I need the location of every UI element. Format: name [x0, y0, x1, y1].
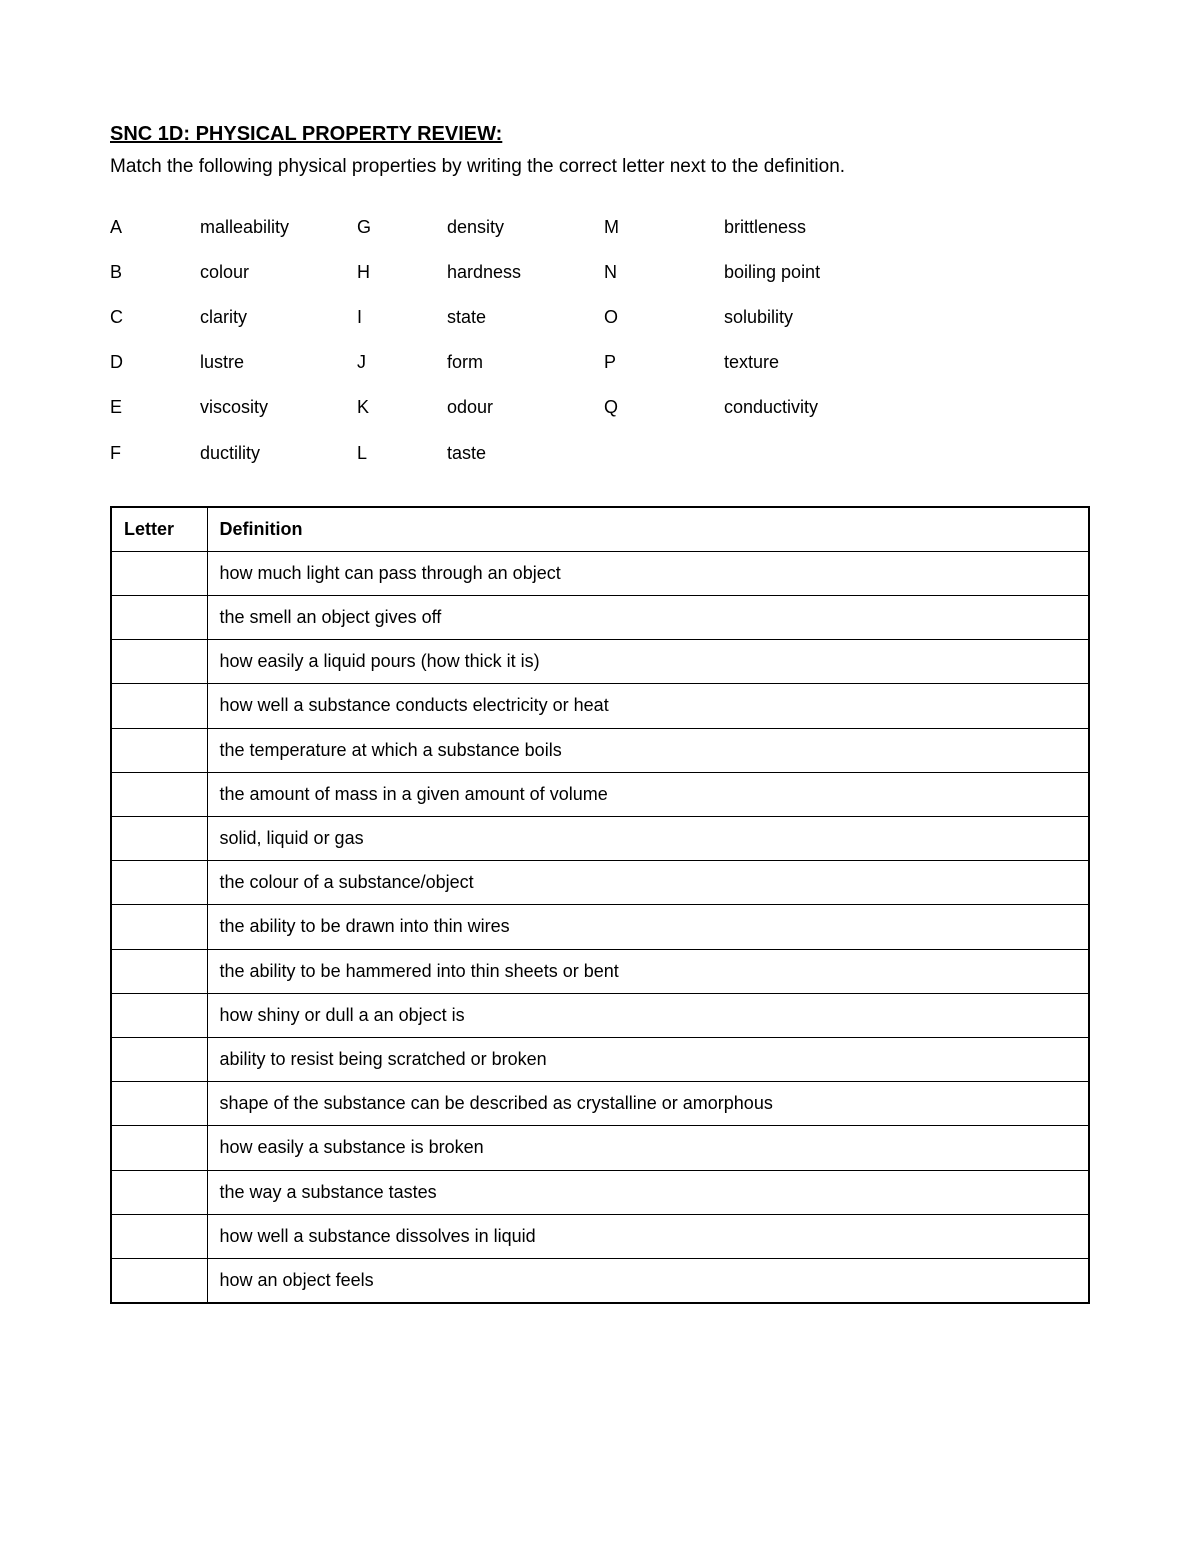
definition-cell: the temperature at which a substance boi…: [207, 728, 1089, 772]
prop-letter: M: [604, 215, 724, 240]
letter-cell[interactable]: [111, 1214, 207, 1258]
prop-letter: H: [357, 260, 447, 285]
table-row: how shiny or dull a an object is: [111, 993, 1089, 1037]
letter-cell[interactable]: [111, 1170, 207, 1214]
table-row: the colour of a substance/object: [111, 861, 1089, 905]
definition-cell: how shiny or dull a an object is: [207, 993, 1089, 1037]
definition-cell: the amount of mass in a given amount of …: [207, 772, 1089, 816]
definitions-table: Letter Definition how much light can pas…: [110, 506, 1090, 1304]
table-row: the smell an object gives off: [111, 596, 1089, 640]
prop-letter: E: [110, 395, 200, 420]
definition-cell: how well a substance dissolves in liquid: [207, 1214, 1089, 1258]
prop-term: hardness: [447, 260, 604, 285]
definition-cell: shape of the substance can be described …: [207, 1082, 1089, 1126]
definition-cell: how well a substance conducts electricit…: [207, 684, 1089, 728]
prop-letter: C: [110, 305, 200, 330]
prop-term: density: [447, 215, 604, 240]
prop-letter: K: [357, 395, 447, 420]
letter-cell[interactable]: [111, 1126, 207, 1170]
table-row: how well a substance dissolves in liquid: [111, 1214, 1089, 1258]
page-title: SNC 1D: PHYSICAL PROPERTY REVIEW:: [110, 120, 1090, 148]
prop-term: viscosity: [200, 395, 357, 420]
prop-term: clarity: [200, 305, 357, 330]
prop-letter: D: [110, 350, 200, 375]
table-row: how an object feels: [111, 1258, 1089, 1303]
prop-term: conductivity: [724, 395, 1090, 420]
definition-cell: how an object feels: [207, 1258, 1089, 1303]
definition-cell: how easily a liquid pours (how thick it …: [207, 640, 1089, 684]
table-row: the way a substance tastes: [111, 1170, 1089, 1214]
prop-term: solubility: [724, 305, 1090, 330]
letter-cell[interactable]: [111, 861, 207, 905]
letter-cell[interactable]: [111, 905, 207, 949]
header-definition: Definition: [207, 507, 1089, 552]
letter-cell[interactable]: [111, 551, 207, 595]
letter-cell[interactable]: [111, 1082, 207, 1126]
definition-cell: how easily a substance is broken: [207, 1126, 1089, 1170]
table-row: solid, liquid or gas: [111, 817, 1089, 861]
table-row: ability to resist being scratched or bro…: [111, 1037, 1089, 1081]
prop-term: lustre: [200, 350, 357, 375]
table-row: how well a substance conducts electricit…: [111, 684, 1089, 728]
prop-letter: [604, 441, 724, 466]
definition-cell: the smell an object gives off: [207, 596, 1089, 640]
table-row: the temperature at which a substance boi…: [111, 728, 1089, 772]
prop-letter: O: [604, 305, 724, 330]
properties-grid: A malleability G density M brittleness B…: [110, 215, 1090, 466]
definition-cell: how much light can pass through an objec…: [207, 551, 1089, 595]
table-row: the amount of mass in a given amount of …: [111, 772, 1089, 816]
prop-letter: A: [110, 215, 200, 240]
definition-cell: ability to resist being scratched or bro…: [207, 1037, 1089, 1081]
table-row: how much light can pass through an objec…: [111, 551, 1089, 595]
prop-letter: I: [357, 305, 447, 330]
prop-term: boiling point: [724, 260, 1090, 285]
prop-letter: F: [110, 441, 200, 466]
letter-cell[interactable]: [111, 772, 207, 816]
prop-term: [724, 441, 1090, 466]
prop-term: form: [447, 350, 604, 375]
letter-cell[interactable]: [111, 817, 207, 861]
letter-cell[interactable]: [111, 684, 207, 728]
definition-cell: the ability to be hammered into thin she…: [207, 949, 1089, 993]
definition-cell: the ability to be drawn into thin wires: [207, 905, 1089, 949]
definition-cell: the colour of a substance/object: [207, 861, 1089, 905]
letter-cell[interactable]: [111, 993, 207, 1037]
prop-term: state: [447, 305, 604, 330]
instructions-text: Match the following physical properties …: [110, 154, 1090, 181]
prop-term: brittleness: [724, 215, 1090, 240]
letter-cell[interactable]: [111, 640, 207, 684]
prop-letter: Q: [604, 395, 724, 420]
prop-letter: L: [357, 441, 447, 466]
definition-cell: the way a substance tastes: [207, 1170, 1089, 1214]
prop-term: malleability: [200, 215, 357, 240]
prop-term: odour: [447, 395, 604, 420]
letter-cell[interactable]: [111, 1258, 207, 1303]
table-row: how easily a substance is broken: [111, 1126, 1089, 1170]
prop-term: taste: [447, 441, 604, 466]
letter-cell[interactable]: [111, 1037, 207, 1081]
definition-cell: solid, liquid or gas: [207, 817, 1089, 861]
prop-letter: P: [604, 350, 724, 375]
table-row: shape of the substance can be described …: [111, 1082, 1089, 1126]
prop-letter: B: [110, 260, 200, 285]
table-row: the ability to be drawn into thin wires: [111, 905, 1089, 949]
prop-letter: N: [604, 260, 724, 285]
header-letter: Letter: [111, 507, 207, 552]
prop-term: texture: [724, 350, 1090, 375]
table-row: the ability to be hammered into thin she…: [111, 949, 1089, 993]
table-header-row: Letter Definition: [111, 507, 1089, 552]
prop-term: colour: [200, 260, 357, 285]
letter-cell[interactable]: [111, 949, 207, 993]
prop-letter: G: [357, 215, 447, 240]
letter-cell[interactable]: [111, 596, 207, 640]
table-row: how easily a liquid pours (how thick it …: [111, 640, 1089, 684]
prop-term: ductility: [200, 441, 357, 466]
letter-cell[interactable]: [111, 728, 207, 772]
prop-letter: J: [357, 350, 447, 375]
